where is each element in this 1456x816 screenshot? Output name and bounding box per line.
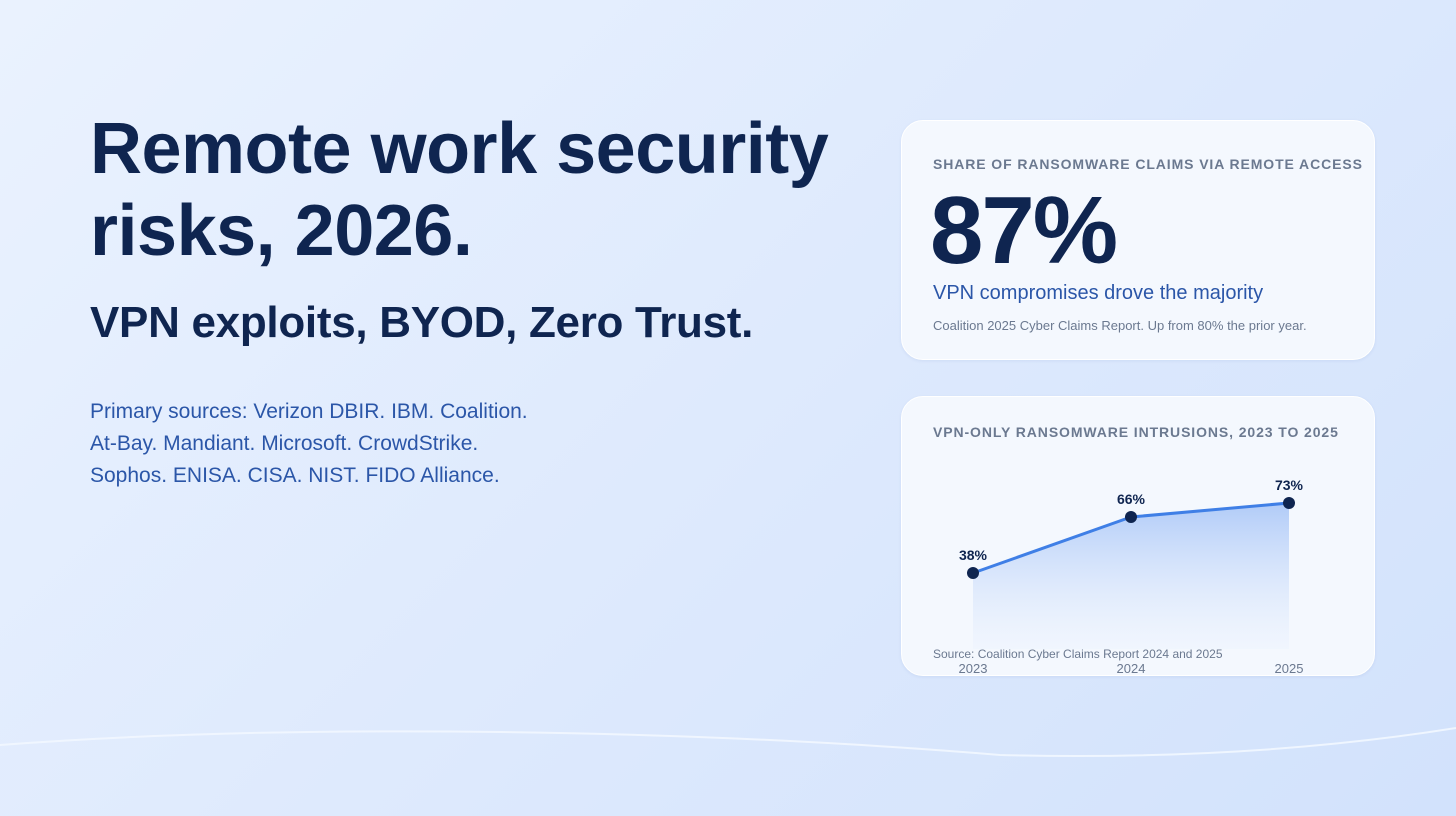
chart-source-note: Source: Coalition Cyber Claims Report 20… — [933, 647, 1223, 661]
data-label-2024: 66% — [1117, 491, 1146, 507]
stat-caption: VPN compromises drove the majority — [933, 282, 1264, 304]
chart-card-label: VPN-ONLY RANSOMWARE INTRUSIONS, 2023 TO … — [933, 424, 1339, 440]
stat-value: 87% — [930, 177, 1118, 284]
stat-note: Coalition 2025 Cyber Claims Report. Up f… — [933, 318, 1307, 333]
sources-line: Primary sources: Verizon DBIR. IBM. Coal… — [90, 400, 528, 423]
vpn-intrusions-area-chart: 38% 2023 66% 2024 73% 2025 — [959, 477, 1304, 676]
data-point-2023 — [967, 567, 979, 579]
data-point-2025 — [1283, 497, 1295, 509]
sources-list: Primary sources: Verizon DBIR. IBM. Coal… — [90, 396, 528, 492]
x-tick-label-2023: 2023 — [959, 661, 988, 676]
page-title: Remote work security risks, 2026. — [90, 109, 829, 271]
x-tick-label-2024: 2024 — [1117, 661, 1146, 676]
data-point-2024 — [1125, 511, 1137, 523]
background-wave — [0, 727, 1456, 757]
vpn-intrusions-chart-card: VPN-ONLY RANSOMWARE INTRUSIONS, 2023 TO … — [901, 396, 1375, 676]
series-area — [973, 503, 1289, 649]
data-label-2023: 38% — [959, 547, 988, 563]
x-tick-label-2025: 2025 — [1275, 661, 1304, 676]
ransomware-claims-stat-card: SHARE OF RANSOMWARE CLAIMS VIA REMOTE AC… — [901, 120, 1375, 360]
sources-line: Sophos. ENISA. CISA. NIST. FIDO Alliance… — [90, 464, 500, 487]
sources-line: At-Bay. Mandiant. Microsoft. CrowdStrike… — [90, 432, 479, 455]
data-label-2025: 73% — [1275, 477, 1304, 493]
stat-card-label: SHARE OF RANSOMWARE CLAIMS VIA REMOTE AC… — [933, 156, 1363, 172]
page-subtitle: VPN exploits, BYOD, Zero Trust. — [90, 298, 754, 347]
